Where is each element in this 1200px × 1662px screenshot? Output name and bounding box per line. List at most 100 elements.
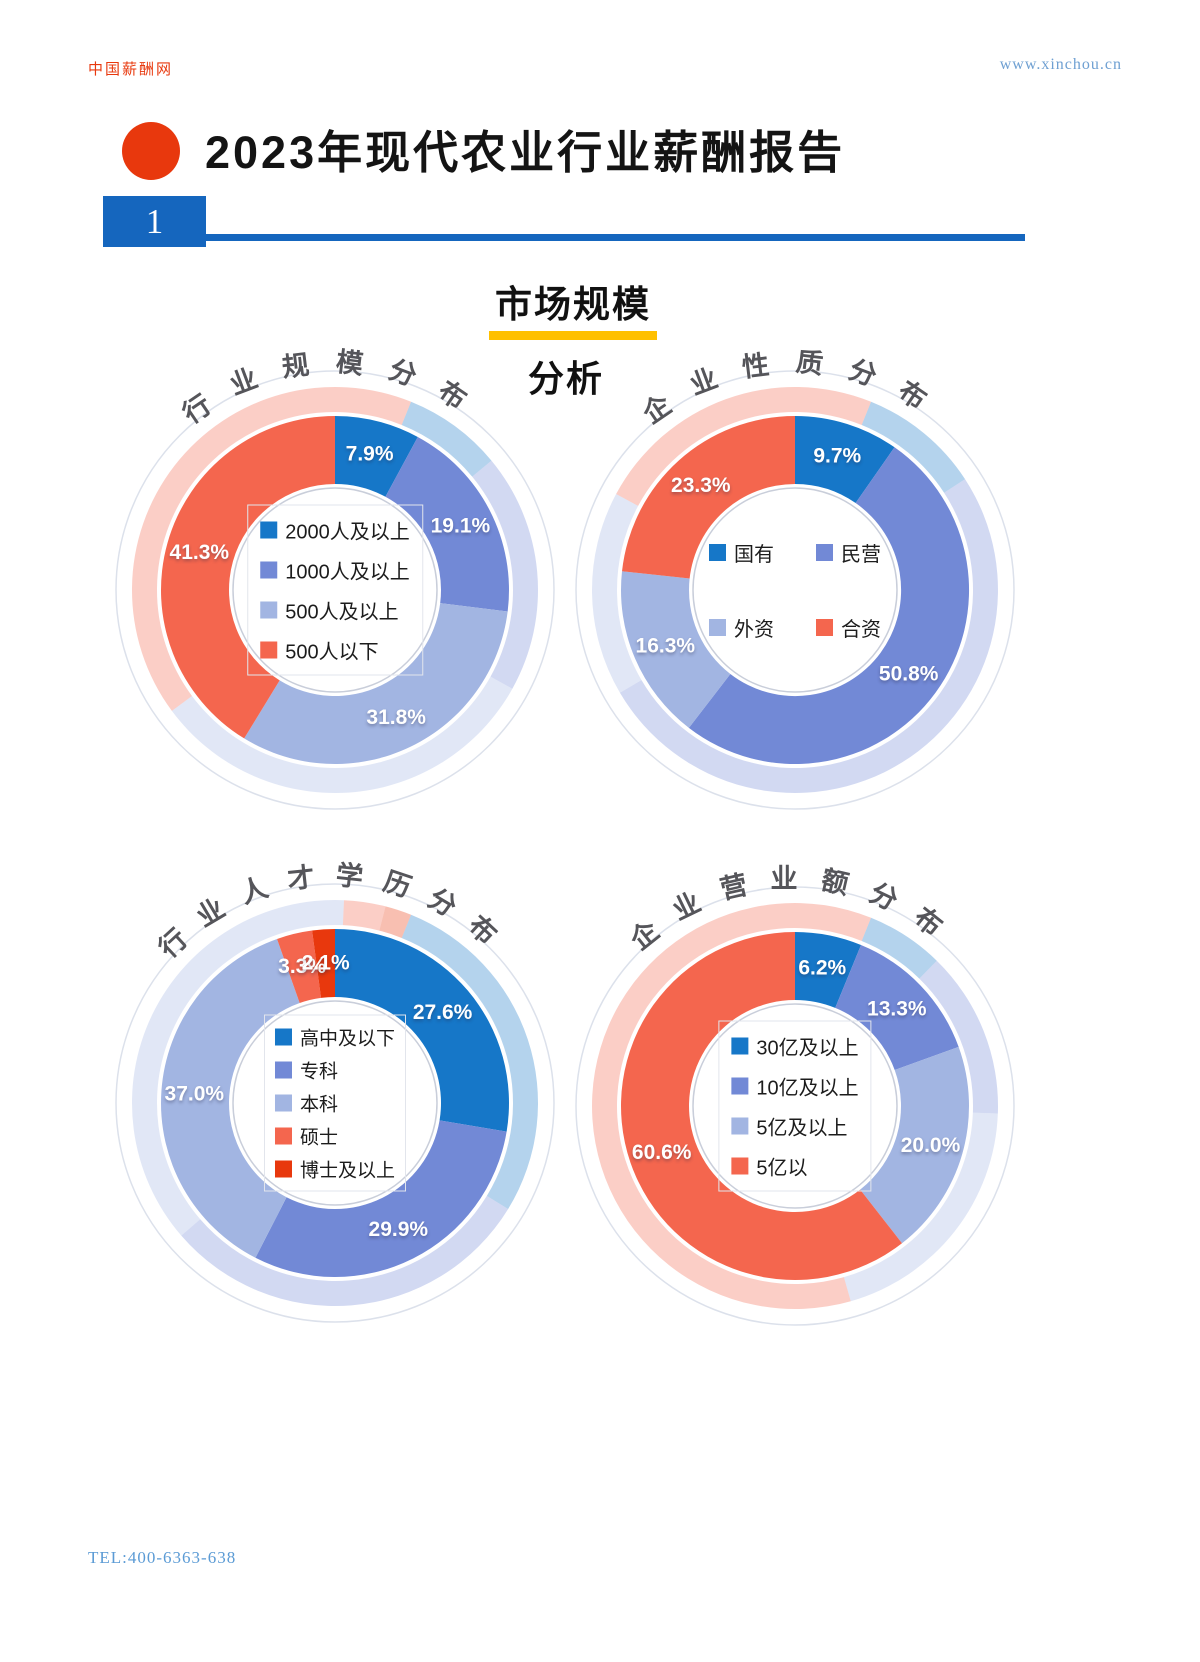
legend-label: 博士及以上 <box>299 1160 396 1182</box>
legend-swatch-icon <box>731 1157 749 1175</box>
segment-value-label: 20.0% <box>901 1134 961 1157</box>
pie-segment <box>835 945 959 1070</box>
legend-label: 5亿以 <box>756 1157 808 1180</box>
donut-chart-svg: 6.2%13.3%20.0%60.6%企业营业额分布 <box>575 864 1015 1326</box>
segment-value-label: 31.8% <box>366 706 426 729</box>
chart-legend: 高中及以下专科本科硕士博士及以上 <box>263 1014 407 1192</box>
donut-chart-svg: 7.9%19.1%31.8%41.3%行业规模分布 <box>115 347 555 810</box>
outer-guide-circle <box>115 883 555 1323</box>
website-text: www.xinchou.cn <box>999 56 1122 73</box>
pie-segment <box>795 416 895 504</box>
legend-label: 500人以下 <box>285 641 379 664</box>
donut-chart-svg: 27.6%29.9%37.0%3.3%2.1%行业人才学历分布 <box>115 859 555 1323</box>
pie-outer-segment <box>843 1112 998 1302</box>
outer-guide-circle <box>575 886 1015 1326</box>
segment-value-label: 50.8% <box>879 662 939 685</box>
segment-value-label: 16.3% <box>636 634 696 657</box>
segment-value-label: 27.6% <box>413 1001 473 1024</box>
segment-value-label: 19.1% <box>431 515 491 538</box>
legend-swatch-icon <box>274 1061 292 1079</box>
segment-value-label: 13.3% <box>867 997 927 1020</box>
pie-segment <box>335 929 509 1132</box>
chart-industry-scale-distribution: 7.9% 19.1% 31.8% 41.3% 行业规模分布 2000人及以上 1000人及… <box>95 310 575 830</box>
legend-swatch-icon <box>274 1028 292 1046</box>
segment-value-label: 60.6% <box>632 1141 692 1164</box>
legend-label: 2000人及以上 <box>285 521 410 544</box>
legend-item: 5亿以 <box>731 1152 858 1181</box>
legend-swatch-icon <box>260 601 278 619</box>
pie-outer-segment <box>342 900 386 931</box>
pie-segment <box>255 1120 507 1277</box>
legend-label: 高中及以下 <box>299 1028 396 1050</box>
legend-label: 30亿及以上 <box>756 1037 859 1060</box>
segment-value-label: 29.9% <box>369 1218 429 1241</box>
segment-value-label: 7.9% <box>346 442 394 465</box>
chart-legend: 30亿及以上 10亿及以上 5亿及以上 5亿以 <box>718 1020 872 1192</box>
legend-swatch-icon <box>260 561 278 579</box>
legend-label: 外资 <box>734 619 774 641</box>
legend-label: 5亿及以上 <box>756 1117 848 1140</box>
donut-chart-svg: 9.7%50.8%16.3%23.3%企业性质分布 <box>575 347 1015 810</box>
footer-telephone: TEL:400-6363-638 <box>88 1548 237 1567</box>
legend-item: 高中及以下 <box>274 1024 396 1051</box>
legend-item: 本科 <box>274 1090 395 1117</box>
legend-swatch-icon <box>709 619 726 636</box>
pie-outer-segment <box>401 401 492 477</box>
chart-enterprise-revenue-distribution: 6.2% 13.3% 20.0% 60.6% 企业营业额分布 30亿及以上 10亿及以上 5… <box>555 826 1035 1346</box>
page-title: 2023年现代农业行业薪酬报告 <box>205 127 846 178</box>
page-number-badge: 1 <box>103 196 206 247</box>
pie-outer-segment <box>616 386 872 506</box>
pie-segment <box>335 416 418 497</box>
legend-label: 民营 <box>841 544 881 566</box>
pie-segment <box>385 436 509 612</box>
legend-swatch-icon <box>816 544 833 561</box>
pie-outer-segment <box>919 960 998 1114</box>
pie-segment <box>688 447 970 765</box>
legend-item: 10亿及以上 <box>731 1072 859 1101</box>
legend-swatch-icon <box>731 1077 749 1095</box>
pie-segment <box>621 932 902 1280</box>
pie-segment <box>622 416 795 579</box>
legend-circle <box>692 487 898 693</box>
pie-outer-segment <box>171 676 513 794</box>
legend-swatch-icon <box>709 544 726 561</box>
legend-item: 2000人及以上 <box>260 516 410 545</box>
pie-outer-segment <box>861 401 966 493</box>
legend-swatch-icon <box>274 1127 292 1145</box>
pie-outer-segment <box>131 386 412 711</box>
section-subtitle: 分析 <box>527 358 605 399</box>
legend-swatch-icon <box>816 619 833 636</box>
legend-item: 民营 <box>816 538 881 567</box>
legend-swatch-icon <box>260 521 278 539</box>
legend-item: 30亿及以上 <box>731 1032 859 1061</box>
segment-value-label: 23.3% <box>671 474 731 497</box>
legend-label: 10亿及以上 <box>756 1077 859 1100</box>
legend-item: 500人及以上 <box>260 596 410 625</box>
pie-outer-segment <box>591 494 642 693</box>
legend-swatch-icon <box>274 1094 292 1112</box>
pie-outer-segment <box>131 900 344 1236</box>
segment-value-label: 2.1% <box>302 951 350 974</box>
chart-legend: 国有 民营 外资 合资 <box>709 538 881 642</box>
brand-text: 中国薪酬网 <box>88 62 174 78</box>
pie-segment <box>161 416 335 739</box>
pie-segment <box>277 930 322 1004</box>
pie-segment <box>312 929 335 998</box>
legend-circle <box>232 1000 438 1206</box>
segment-value-label: 6.2% <box>798 957 846 980</box>
pie-segment <box>621 571 731 728</box>
legend-swatch-icon <box>731 1117 749 1135</box>
legend-item: 专科 <box>274 1057 395 1084</box>
legend-label: 500人及以上 <box>285 601 399 624</box>
legend-swatch-icon <box>260 641 278 659</box>
legend-item: 1000人及以上 <box>260 556 410 585</box>
legend-label: 本科 <box>299 1094 339 1116</box>
divider-line <box>206 234 1025 241</box>
legend-item: 硕士 <box>274 1123 395 1150</box>
chart-talent-education-distribution: 27.6% 29.9% 37.0% 3.3% 2.1% 行业人才学历分布 高中及以下 专科本… <box>95 823 575 1343</box>
outer-guide-circle <box>575 370 1015 810</box>
segment-value-label: 3.3% <box>278 955 326 978</box>
pie-outer-segment <box>181 1195 509 1307</box>
legend-label: 专科 <box>299 1061 339 1083</box>
red-dot-icon <box>122 122 180 180</box>
